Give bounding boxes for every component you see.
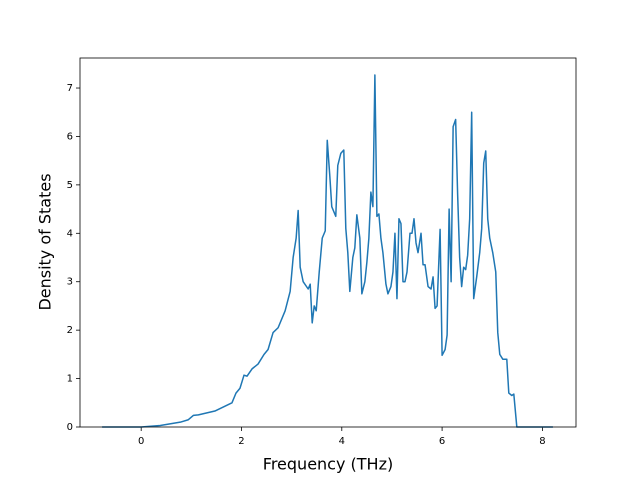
y-tick-label: 5 bbox=[67, 180, 73, 191]
x-tick-label: 2 bbox=[238, 436, 244, 447]
y-tick-label: 2 bbox=[67, 325, 73, 336]
x-tick-label: 4 bbox=[339, 436, 345, 447]
line-series bbox=[102, 74, 553, 428]
y-tick-label: 6 bbox=[67, 131, 73, 142]
y-tick-label: 1 bbox=[67, 374, 73, 385]
y-tick-label: 4 bbox=[67, 228, 73, 239]
x-axis-label: Frequency (THz) bbox=[263, 455, 393, 474]
plot-frame bbox=[79, 57, 577, 428]
y-tick-label: 0 bbox=[67, 422, 73, 433]
x-tick-label: 0 bbox=[138, 436, 144, 447]
y-tick-label: 7 bbox=[67, 83, 73, 94]
x-tick-label: 6 bbox=[439, 436, 445, 447]
y-axis-label: Density of States bbox=[36, 173, 55, 310]
x-tick-label: 8 bbox=[539, 436, 545, 447]
y-tick-label: 3 bbox=[67, 277, 73, 288]
